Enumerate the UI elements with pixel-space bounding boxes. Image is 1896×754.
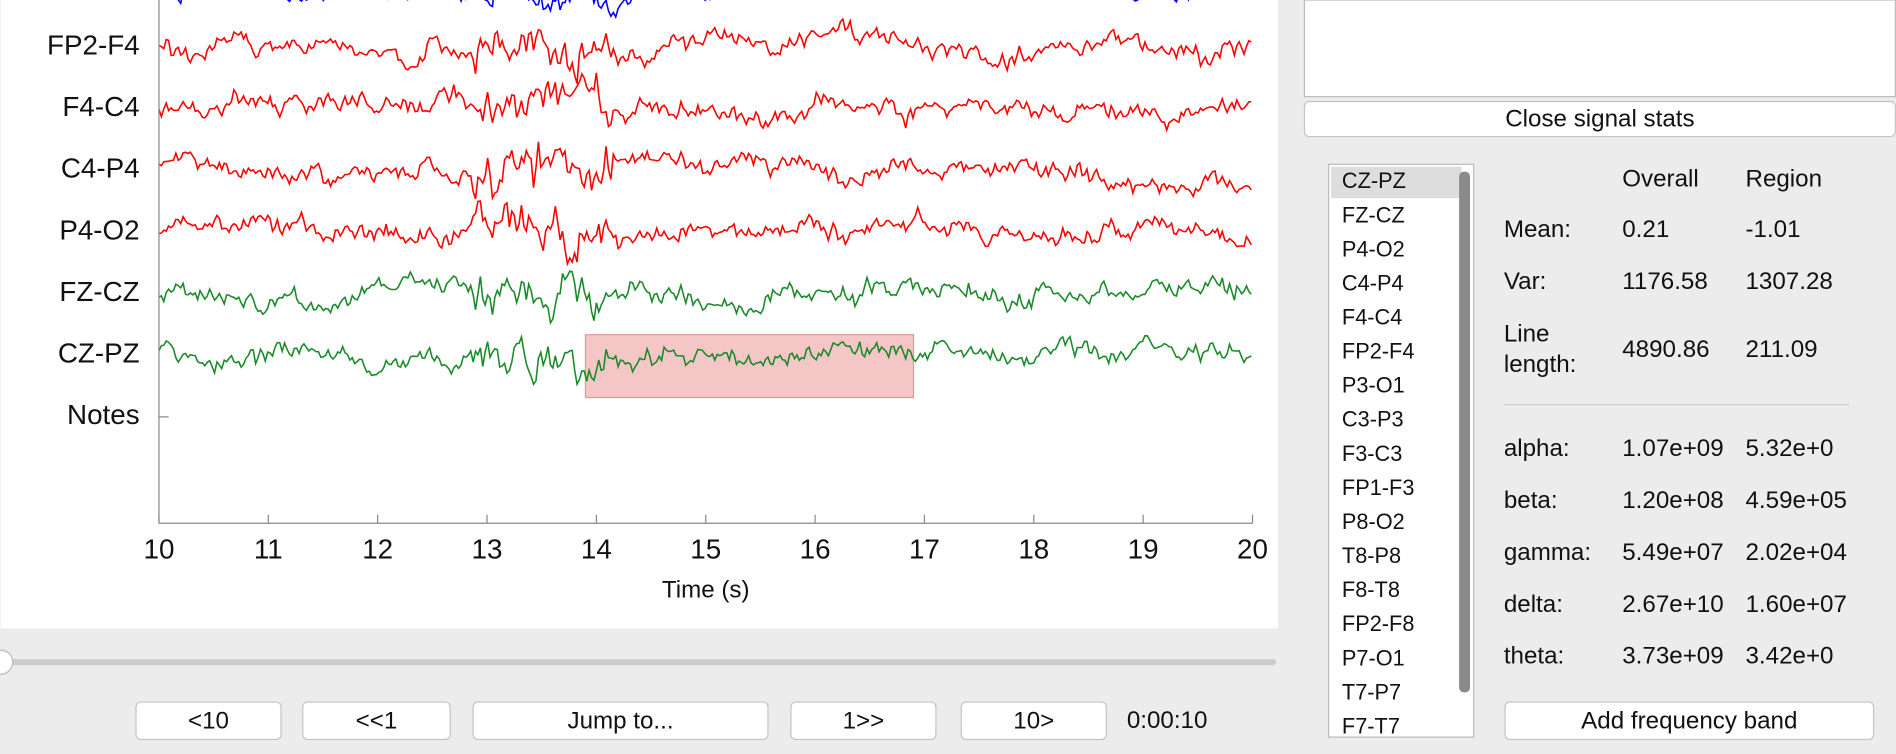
slider-handle[interactable] [0, 649, 14, 675]
channel-item[interactable]: F4-C4 [1342, 305, 1402, 330]
stats-label: Line [1504, 321, 1550, 348]
x-tick-label: 20 [1237, 533, 1268, 564]
channel-item[interactable]: F3-C3 [1342, 441, 1402, 466]
x-tick-label: 16 [800, 533, 831, 564]
x-tick-label: 11 [254, 533, 283, 564]
nav-button-label[interactable]: Jump to... [568, 707, 674, 734]
channel-label: F4-C4 [62, 91, 139, 122]
eeg-trace [158, 72, 1252, 133]
channel-item[interactable]: T8-P8 [1342, 543, 1401, 568]
eeg-trace [158, 270, 1252, 326]
region-value: -1.01 [1746, 216, 1801, 243]
channel-label: P4-O2 [59, 214, 139, 245]
nav-button[interactable] [302, 701, 451, 741]
channel-item[interactable]: C3-P3 [1342, 407, 1404, 432]
time-display: 0:00:10 [1127, 707, 1208, 734]
overall-value: 1176.58 [1622, 268, 1708, 295]
channel-item[interactable]: P8-O2 [1342, 509, 1405, 534]
channel-item[interactable]: FP1-F3 [1342, 475, 1415, 500]
overall-value: 1.20e+08 [1622, 487, 1723, 514]
x-tick-label: 15 [690, 533, 721, 564]
nav-button[interactable] [135, 701, 282, 741]
overall-value: 5.49e+07 [1622, 539, 1723, 566]
eeg-plot: FP2-F4 F4-C4 C4-P4 P4-O2 FZ-CZ CZ-PZ Notes 10 11… [47, 0, 1268, 603]
close-stats-button[interactable] [1303, 100, 1896, 138]
nav-button-label[interactable]: <10 [188, 707, 229, 734]
region-value: 1.60e+07 [1746, 591, 1847, 618]
channel-item[interactable]: CZ-PZ [1342, 168, 1406, 193]
overall-value: 2.67e+10 [1622, 591, 1723, 618]
selected-item [1331, 166, 1462, 199]
eeg-trace [158, 200, 1252, 267]
stats-label: alpha: [1504, 435, 1570, 462]
add-band-button-label[interactable]: Add frequency band [1581, 707, 1797, 734]
stats-label: delta: [1504, 591, 1563, 618]
nav-button-label[interactable]: 1>> [843, 707, 885, 734]
nav-button-label[interactable]: 10> [1013, 707, 1054, 734]
x-tick-label: 13 [472, 533, 503, 564]
region-value: 1307.28 [1746, 268, 1833, 295]
overall-value: 4890.86 [1622, 336, 1709, 363]
overall-value: 3.73e+09 [1622, 643, 1723, 670]
region-value: 3.42e+0 [1746, 643, 1834, 670]
stats-label: gamma: [1504, 539, 1591, 566]
overall-value: 1.07e+09 [1622, 435, 1723, 462]
channel-item[interactable]: P7-O1 [1342, 645, 1405, 670]
nav-button[interactable] [790, 701, 937, 741]
stats-label: Var: [1504, 268, 1547, 295]
x-tick-label: 10 [144, 533, 175, 564]
add-band-button[interactable] [1504, 701, 1875, 741]
stats-panel: Close signal stats CZ-PZ FZ-CZ P4-O2 C4-P4 F4… [1303, 100, 1896, 741]
channel-label: FZ-CZ [59, 276, 139, 307]
region-value: 2.02e+04 [1746, 539, 1847, 566]
close-stats-button-label[interactable]: Close signal stats [1505, 106, 1694, 133]
nav-button[interactable] [472, 701, 769, 741]
eeg-trace [177, 0, 1190, 20]
channel-item[interactable]: F7-T7 [1342, 713, 1400, 738]
plot-background [0, 0, 1278, 629]
stats-header: Region [1746, 165, 1823, 192]
nav-button[interactable] [960, 701, 1107, 741]
channel-label: CZ-PZ [58, 338, 140, 369]
channel-item[interactable]: FP2-F8 [1342, 611, 1415, 636]
x-tick-label: 18 [1018, 533, 1049, 564]
channel-listbox [1328, 163, 1475, 738]
channel-label: C4-P4 [61, 153, 140, 184]
stats-label: Mean: [1504, 216, 1571, 243]
eeg-trace [158, 334, 1252, 387]
list-scrollbar[interactable] [1459, 171, 1470, 693]
x-axis-label: Time (s) [662, 576, 750, 603]
eeg-trace [158, 17, 1252, 84]
channel-label: FP2-F4 [47, 29, 140, 60]
x-tick-label: 17 [909, 533, 940, 564]
channel-label: Notes [67, 399, 140, 430]
navigation: <10 <<1 Jump to... 1>> 10> 0:00:10 [135, 701, 1208, 741]
channel-item[interactable]: P3-O1 [1342, 373, 1405, 398]
stats-label: beta: [1504, 487, 1558, 514]
channel-item[interactable]: FP2-F4 [1342, 339, 1415, 364]
nav-button-label[interactable]: <<1 [356, 707, 398, 734]
selected-region [584, 334, 915, 399]
channel-item[interactable]: FZ-CZ [1342, 202, 1405, 227]
x-tick-label: 19 [1128, 533, 1159, 564]
x-tick-label: 14 [581, 533, 612, 564]
stats-label: length: [1504, 351, 1577, 378]
region-value: 211.09 [1746, 336, 1818, 363]
channel-item[interactable]: P4-O2 [1342, 236, 1405, 261]
eeg-trace [158, 141, 1252, 201]
region-value: 5.32e+0 [1746, 435, 1834, 462]
channel-item[interactable]: F8-T8 [1342, 577, 1400, 602]
x-tick-label: 12 [362, 533, 393, 564]
region-value: 4.59e+05 [1746, 487, 1847, 514]
info-box [1303, 0, 1896, 98]
channel-item[interactable]: T7-P7 [1342, 679, 1401, 704]
stats-label: theta: [1504, 643, 1564, 670]
stats-header: Overall [1622, 165, 1699, 192]
overall-value: 0.21 [1622, 216, 1669, 243]
channel-item[interactable]: C4-P4 [1342, 270, 1404, 295]
